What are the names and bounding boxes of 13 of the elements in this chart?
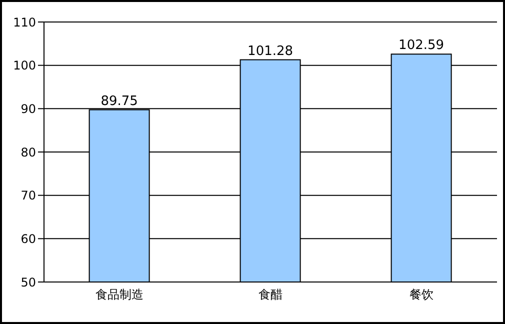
x-tick-label: 餐饮 [410, 288, 434, 302]
y-tick-label: 110 [13, 15, 36, 30]
y-tick-label: 70 [20, 188, 36, 203]
y-tick-label: 90 [20, 102, 36, 116]
x-tick-label: 食醋 [258, 288, 282, 302]
y-tick-label: 60 [20, 232, 36, 246]
data-label: 102.59 [398, 38, 444, 54]
y-tick-label: 50 [20, 275, 36, 290]
data-label: 89.75 [100, 94, 138, 109]
data-label: 101.28 [248, 44, 294, 59]
x-tick-label: 食品制造 [96, 288, 144, 302]
y-tick-label: 100 [13, 58, 36, 73]
y-tick-label: 80 [20, 145, 36, 160]
